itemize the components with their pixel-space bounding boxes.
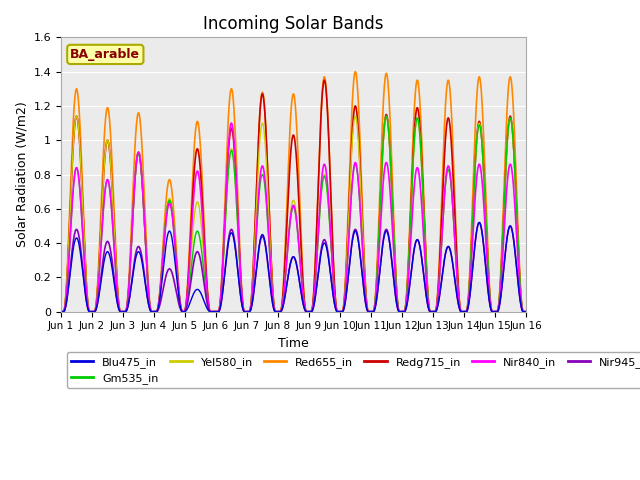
Blu475_in xyxy=(57,309,65,314)
Red655_in xyxy=(520,309,528,314)
Gm535_in xyxy=(522,309,529,314)
Nir945_in xyxy=(522,309,529,314)
Nir945_in xyxy=(476,220,483,226)
Title: Incoming Solar Bands: Incoming Solar Bands xyxy=(203,15,383,33)
Blu475_in xyxy=(157,291,164,297)
X-axis label: Time: Time xyxy=(278,337,308,350)
Redg715_in xyxy=(157,285,164,291)
Yel580_in xyxy=(57,309,65,314)
Gm535_in xyxy=(423,277,431,283)
Nir945_in xyxy=(231,241,239,247)
Gm535_in xyxy=(231,176,239,181)
Yel580_in xyxy=(231,175,239,181)
Line: Yel580_in: Yel580_in xyxy=(61,116,525,312)
Red655_in xyxy=(351,69,359,74)
Redg715_in xyxy=(522,309,529,314)
Yel580_in xyxy=(423,277,431,283)
Yel580_in xyxy=(73,113,81,119)
Line: Nir945_in: Nir945_in xyxy=(61,223,525,312)
Blu475_in xyxy=(152,309,159,314)
Line: Gm535_in: Gm535_in xyxy=(61,116,525,312)
Blu475_in xyxy=(357,259,365,264)
Nir840_in xyxy=(520,309,528,314)
Nir945_in xyxy=(157,300,164,305)
Redg715_in xyxy=(231,157,239,163)
Gm535_in xyxy=(57,309,65,314)
Yel580_in xyxy=(157,284,164,290)
Nir840_in xyxy=(57,309,65,314)
Nir840_in xyxy=(228,120,236,126)
Legend: Blu475_in, Gm535_in, Yel580_in, Red655_in, Redg715_in, Nir840_in, Nir945_in: Blu475_in, Gm535_in, Yel580_in, Red655_i… xyxy=(67,352,640,388)
Red655_in xyxy=(157,281,164,287)
Red655_in xyxy=(357,161,365,167)
Nir840_in xyxy=(157,286,164,291)
Yel580_in xyxy=(152,309,159,314)
Red655_in xyxy=(231,124,239,130)
Red655_in xyxy=(522,309,529,314)
Line: Nir840_in: Nir840_in xyxy=(61,123,525,312)
Gm535_in xyxy=(520,309,528,314)
Blu475_in xyxy=(522,309,529,314)
Gm535_in xyxy=(357,217,365,223)
Redg715_in xyxy=(57,309,65,314)
Nir840_in xyxy=(152,309,159,314)
Redg715_in xyxy=(423,276,431,282)
Nir840_in xyxy=(522,309,529,314)
Redg715_in xyxy=(357,182,365,188)
Yel580_in xyxy=(357,189,365,194)
Blu475_in xyxy=(423,297,431,302)
Y-axis label: Solar Radiation (W/m2): Solar Radiation (W/m2) xyxy=(15,102,28,247)
Blu475_in xyxy=(520,309,528,314)
Redg715_in xyxy=(321,77,328,83)
Red655_in xyxy=(423,272,431,277)
Nir945_in xyxy=(520,309,528,314)
Nir840_in xyxy=(231,154,239,160)
Red655_in xyxy=(57,309,65,314)
Text: BA_arable: BA_arable xyxy=(70,48,140,61)
Line: Red655_in: Red655_in xyxy=(61,72,525,312)
Nir945_in xyxy=(357,258,365,264)
Blu475_in xyxy=(231,243,239,249)
Yel580_in xyxy=(522,309,529,314)
Line: Redg715_in: Redg715_in xyxy=(61,80,525,312)
Red655_in xyxy=(152,309,159,314)
Redg715_in xyxy=(152,309,159,314)
Gm535_in xyxy=(152,309,159,314)
Gm535_in xyxy=(383,113,390,119)
Blu475_in xyxy=(476,220,483,226)
Nir840_in xyxy=(423,286,431,291)
Line: Blu475_in: Blu475_in xyxy=(61,223,525,312)
Nir840_in xyxy=(357,217,365,223)
Gm535_in xyxy=(157,285,164,291)
Nir945_in xyxy=(57,309,65,314)
Nir945_in xyxy=(423,297,431,302)
Redg715_in xyxy=(520,309,528,314)
Nir945_in xyxy=(152,309,159,314)
Yel580_in xyxy=(520,309,528,314)
